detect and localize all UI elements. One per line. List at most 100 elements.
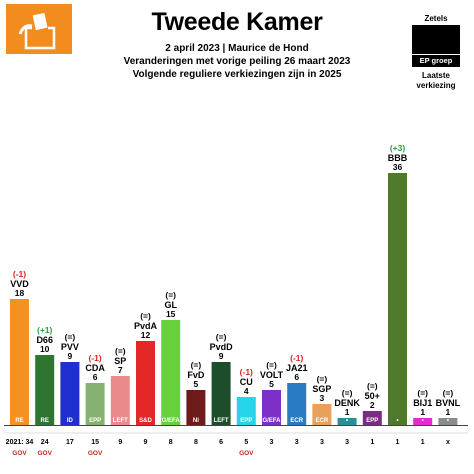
ep-group-label: LEFT [214, 418, 229, 424]
bar-denk [337, 418, 357, 425]
last-election-value: 3 [320, 439, 324, 446]
party-label: PvdD [210, 342, 234, 352]
change-label: (-1) [290, 353, 303, 363]
ep-group-label: ID [67, 418, 74, 424]
party-label: 50+ [365, 391, 380, 401]
party-label: GL [164, 300, 177, 310]
ep-group-label: S&D [139, 418, 152, 424]
change-label: (+3) [390, 143, 406, 153]
seat-value: 36 [393, 162, 403, 172]
seat-value: 18 [15, 288, 25, 298]
ep-group-label: • [346, 418, 348, 424]
last-election-value: 1 [421, 439, 425, 446]
seat-value: 6 [294, 372, 299, 382]
gov-label: GOV [12, 450, 27, 457]
legend-group-label: EP groep [412, 55, 460, 67]
bar-sgp [312, 404, 332, 425]
bar-bij1 [413, 418, 433, 425]
ep-group-label: • [447, 418, 449, 424]
party-label: BIJ1 [413, 398, 432, 408]
last-election-value: 3 [345, 439, 349, 446]
ep-group-label: G/EFA [262, 418, 281, 424]
last-election-value: 17 [66, 439, 74, 446]
change-label: (-1) [240, 367, 253, 377]
last-election-value: 1 [396, 439, 400, 446]
gov-label: GOV [239, 450, 254, 457]
ep-group-label: G/EFA [162, 418, 181, 424]
subtitle-date: 2 april 2023 | Maurice de Hond [165, 43, 309, 54]
seat-value: 6 [93, 372, 98, 382]
last-election-value: 3 [270, 439, 274, 446]
party-label: BBB [388, 153, 408, 163]
legend-last-election-label: Laatste verkiezing [416, 71, 456, 90]
gov-label: GOV [88, 450, 103, 457]
bar-pvdd [211, 362, 231, 425]
change-label: (=) [65, 332, 76, 342]
bar-volt [262, 390, 281, 425]
last-election-value: 15 [91, 439, 99, 446]
legend-seats-box [412, 25, 460, 54]
seat-value: 5 [269, 379, 274, 389]
subtitle-elections: Volgende reguliere verkiezingen zijn in … [132, 69, 342, 80]
last-election-value: 8 [194, 439, 198, 446]
bar-gl [161, 320, 181, 425]
last-election-value: 9 [118, 439, 122, 446]
seat-value: 12 [141, 330, 151, 340]
party-label: FvD [187, 370, 205, 380]
last-election-value: 8 [169, 439, 173, 446]
last-election-value: 9 [144, 439, 148, 446]
change-label: (=) [140, 311, 151, 321]
change-label: (-1) [88, 353, 101, 363]
bar-bvnl [438, 418, 458, 425]
seat-value: 7 [118, 365, 123, 375]
gov-label: GOV [37, 450, 52, 457]
subtitle-changes: Veranderingen met vorige peiling 26 maar… [123, 56, 351, 67]
change-label: (=) [115, 346, 126, 356]
change-label: (=) [165, 290, 176, 300]
seat-value: 4 [244, 386, 249, 396]
seat-value: 9 [219, 351, 224, 361]
party-label: VOLT [260, 370, 284, 380]
change-label: (=) [266, 360, 277, 370]
seat-value: 5 [194, 379, 199, 389]
last-election-value: 6 [219, 439, 223, 446]
ep-group-label: • [422, 418, 424, 424]
ep-group-label: NI [193, 418, 199, 424]
party-label: SP [114, 356, 126, 366]
ep-group-label: RE [41, 418, 49, 424]
bar-sp [110, 376, 130, 425]
bar-pvv [60, 362, 80, 425]
change-label: (=) [367, 381, 378, 391]
party-label: CDA [85, 363, 105, 373]
party-label: PVV [61, 342, 79, 352]
seat-value: 10 [40, 344, 50, 354]
change-label: (=) [443, 388, 454, 398]
last-election-value: 24 [41, 439, 49, 446]
ep-group-label: EPP [89, 418, 101, 424]
party-label: PvdA [134, 321, 158, 331]
change-label: (=) [191, 360, 202, 370]
bar-50+ [362, 411, 382, 425]
ep-group-label: EPP [366, 418, 378, 424]
ep-group-label: EPP [240, 418, 252, 424]
bar-vvd [10, 299, 29, 425]
seat-value: 3 [320, 393, 325, 403]
last-election-value: 5 [244, 439, 248, 446]
change-label: (=) [417, 388, 428, 398]
seat-value: 1 [420, 407, 425, 417]
last-election-value: 3 [295, 439, 299, 446]
seat-value: 15 [166, 309, 176, 319]
bar-fvd [186, 390, 206, 425]
bar-d66 [35, 355, 55, 425]
ballot-box-logo [6, 4, 72, 54]
change-label: (=) [216, 332, 227, 342]
seat-value: 2 [370, 400, 375, 410]
last-election-value: x [446, 439, 450, 446]
seat-value: 9 [68, 351, 73, 361]
change-label: (=) [342, 388, 353, 398]
ep-group-label: ECR [290, 418, 303, 424]
last-election-value: 1 [370, 439, 374, 446]
bar-ja21 [287, 383, 307, 425]
seat-value: 1 [345, 407, 350, 417]
ep-group-label: RE [15, 418, 23, 424]
